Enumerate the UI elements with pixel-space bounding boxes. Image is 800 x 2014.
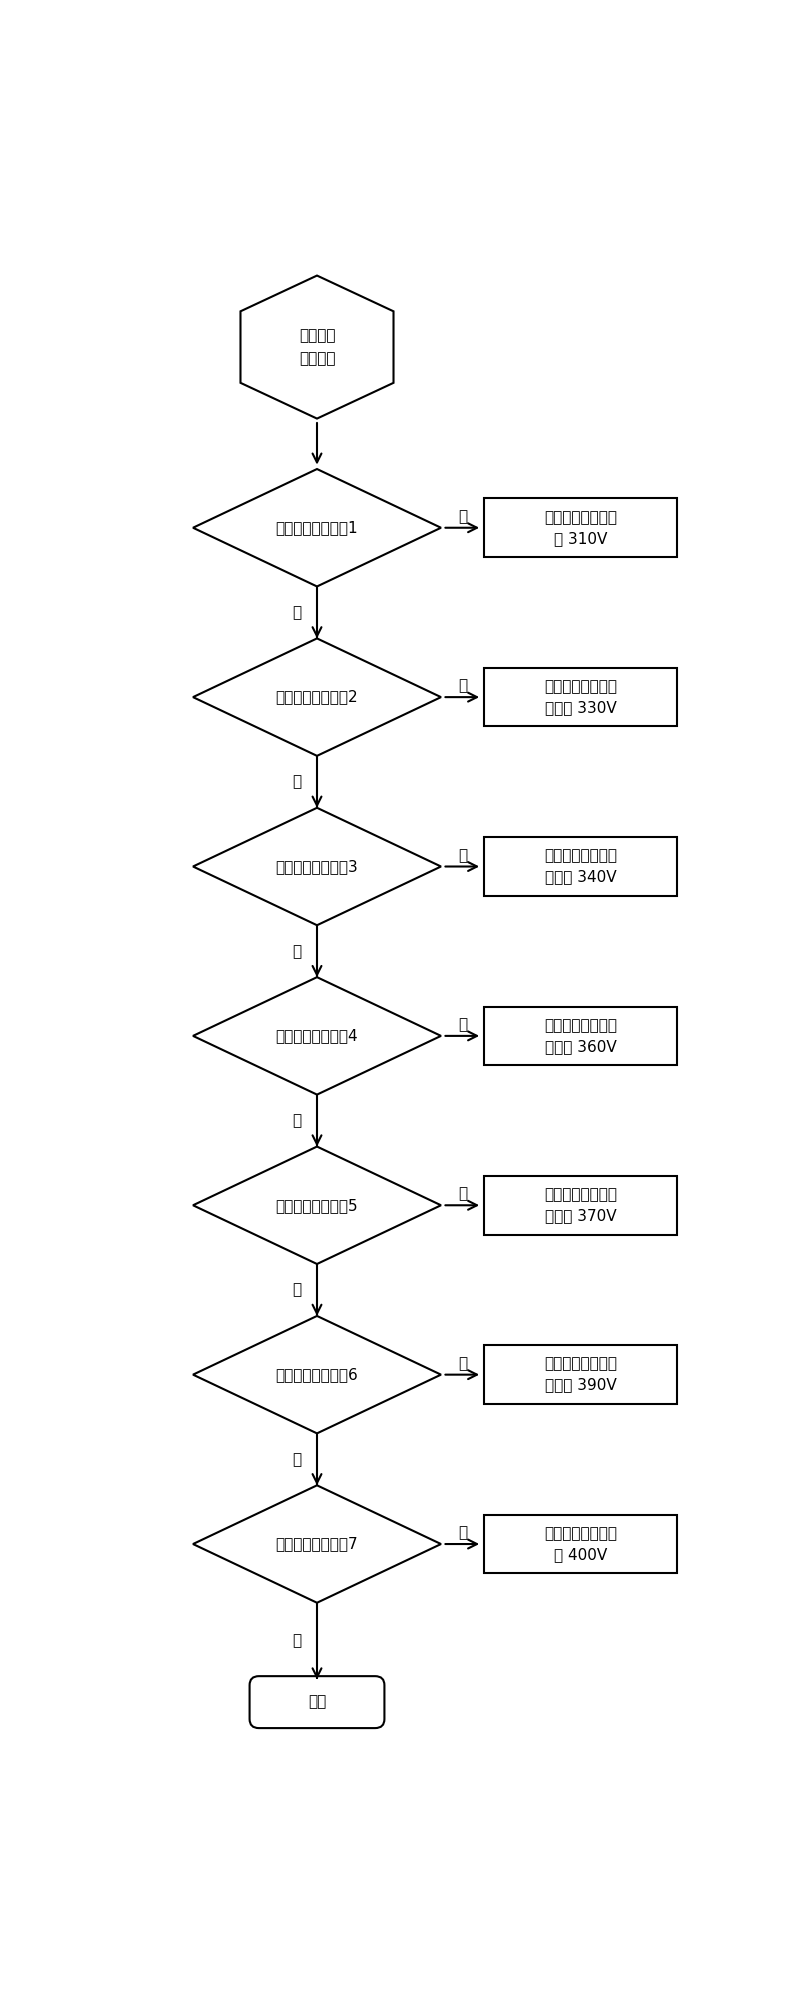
FancyBboxPatch shape <box>484 1176 678 1235</box>
Text: 母线电压指令缓增
到 400V: 母线电压指令缓增 到 400V <box>544 1527 617 1563</box>
Text: 否: 否 <box>292 604 302 620</box>
Polygon shape <box>241 276 394 419</box>
Text: 电网电压
范围判断: 电网电压 范围判断 <box>298 328 335 367</box>
Text: 母线电压指令缓增
或减到 360V: 母线电压指令缓增 或减到 360V <box>544 1017 617 1053</box>
Polygon shape <box>193 469 441 586</box>
Text: 是: 是 <box>458 1525 467 1541</box>
Polygon shape <box>193 977 441 1096</box>
Text: 母线电压指令缓减
到 310V: 母线电压指令缓减 到 310V <box>544 510 617 546</box>
Text: 是: 是 <box>458 1355 467 1372</box>
Text: 电网范围档位＝＝6: 电网范围档位＝＝6 <box>276 1368 358 1382</box>
Text: 母线电压指令缓增
或减到 340V: 母线电压指令缓增 或减到 340V <box>544 848 617 884</box>
FancyBboxPatch shape <box>250 1676 385 1728</box>
Text: 电网范围档位＝＝3: 电网范围档位＝＝3 <box>276 860 358 874</box>
Text: 是: 是 <box>458 679 467 693</box>
FancyBboxPatch shape <box>484 1345 678 1404</box>
Text: 否: 否 <box>292 1283 302 1297</box>
Text: 电网范围档位＝＝1: 电网范围档位＝＝1 <box>276 520 358 536</box>
Text: 结束: 结束 <box>308 1694 326 1710</box>
Text: 否: 否 <box>292 1633 302 1649</box>
Text: 电网范围档位＝＝5: 电网范围档位＝＝5 <box>276 1198 358 1212</box>
Text: 否: 否 <box>292 773 302 789</box>
Polygon shape <box>193 1315 441 1434</box>
FancyBboxPatch shape <box>484 1007 678 1065</box>
Polygon shape <box>193 1146 441 1265</box>
Polygon shape <box>193 638 441 755</box>
Text: 是: 是 <box>458 1186 467 1202</box>
Text: 母线电压指令缓增
或减到 330V: 母线电压指令缓增 或减到 330V <box>544 679 617 715</box>
Text: 电网范围档位＝＝4: 电网范围档位＝＝4 <box>276 1029 358 1043</box>
Text: 是: 是 <box>458 1017 467 1031</box>
Text: 否: 否 <box>292 945 302 959</box>
Polygon shape <box>193 1484 441 1603</box>
Text: 电网范围档位＝＝7: 电网范围档位＝＝7 <box>276 1537 358 1551</box>
FancyBboxPatch shape <box>484 669 678 727</box>
Text: 否: 否 <box>292 1114 302 1128</box>
Text: 否: 否 <box>292 1452 302 1466</box>
Text: 电网范围档位＝＝2: 电网范围档位＝＝2 <box>276 689 358 705</box>
FancyBboxPatch shape <box>484 497 678 558</box>
Text: 是: 是 <box>458 848 467 862</box>
Text: 母线电压指令缓增
或减到 370V: 母线电压指令缓增 或减到 370V <box>544 1188 617 1222</box>
FancyBboxPatch shape <box>484 838 678 896</box>
Text: 是: 是 <box>458 510 467 524</box>
Polygon shape <box>193 808 441 924</box>
FancyBboxPatch shape <box>484 1515 678 1573</box>
Text: 母线电压指令缓增
或减到 390V: 母线电压指令缓增 或减到 390V <box>544 1357 617 1392</box>
